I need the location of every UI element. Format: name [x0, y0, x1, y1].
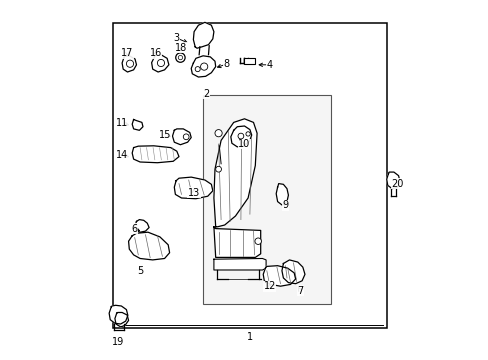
Text: 1: 1: [246, 332, 252, 342]
Circle shape: [126, 60, 133, 67]
Text: 15: 15: [159, 130, 171, 140]
Polygon shape: [128, 232, 169, 260]
Text: 16: 16: [149, 48, 162, 58]
Text: 6: 6: [131, 224, 138, 234]
Polygon shape: [191, 56, 215, 77]
Polygon shape: [122, 56, 136, 72]
Text: 18: 18: [175, 42, 187, 53]
Circle shape: [178, 55, 182, 60]
Circle shape: [215, 166, 221, 172]
Text: 3: 3: [173, 33, 179, 43]
Text: 20: 20: [390, 179, 403, 189]
Circle shape: [215, 130, 222, 137]
Text: 14: 14: [116, 150, 128, 160]
Text: 4: 4: [266, 60, 272, 70]
Circle shape: [254, 238, 261, 244]
Polygon shape: [193, 22, 213, 48]
Polygon shape: [276, 184, 288, 205]
Text: 7: 7: [297, 286, 303, 296]
Polygon shape: [132, 120, 142, 130]
Polygon shape: [386, 172, 399, 189]
Circle shape: [238, 133, 244, 139]
Text: 9: 9: [282, 200, 288, 210]
Polygon shape: [263, 266, 295, 286]
Circle shape: [183, 134, 189, 140]
Text: 2: 2: [203, 89, 209, 99]
Text: 19: 19: [111, 337, 123, 347]
Polygon shape: [213, 227, 260, 257]
Polygon shape: [172, 129, 191, 145]
Circle shape: [157, 59, 164, 67]
Text: 10: 10: [238, 139, 250, 149]
Text: 13: 13: [187, 188, 200, 198]
Polygon shape: [151, 55, 168, 72]
Polygon shape: [132, 146, 179, 163]
Polygon shape: [230, 126, 251, 147]
Bar: [113, 23, 386, 328]
Text: 17: 17: [121, 48, 133, 58]
Text: 8: 8: [223, 59, 229, 69]
Polygon shape: [282, 260, 305, 284]
Polygon shape: [213, 258, 265, 270]
Circle shape: [175, 53, 185, 62]
Polygon shape: [174, 177, 212, 199]
Text: 5: 5: [137, 266, 143, 276]
Circle shape: [200, 63, 207, 70]
Polygon shape: [109, 305, 127, 324]
Text: 11: 11: [116, 118, 128, 128]
Bar: [244, 58, 254, 64]
Polygon shape: [134, 220, 149, 232]
Polygon shape: [213, 119, 257, 227]
Polygon shape: [115, 312, 128, 327]
Circle shape: [195, 67, 200, 72]
Circle shape: [245, 132, 250, 136]
Bar: [203, 95, 330, 304]
Text: 12: 12: [263, 281, 275, 291]
